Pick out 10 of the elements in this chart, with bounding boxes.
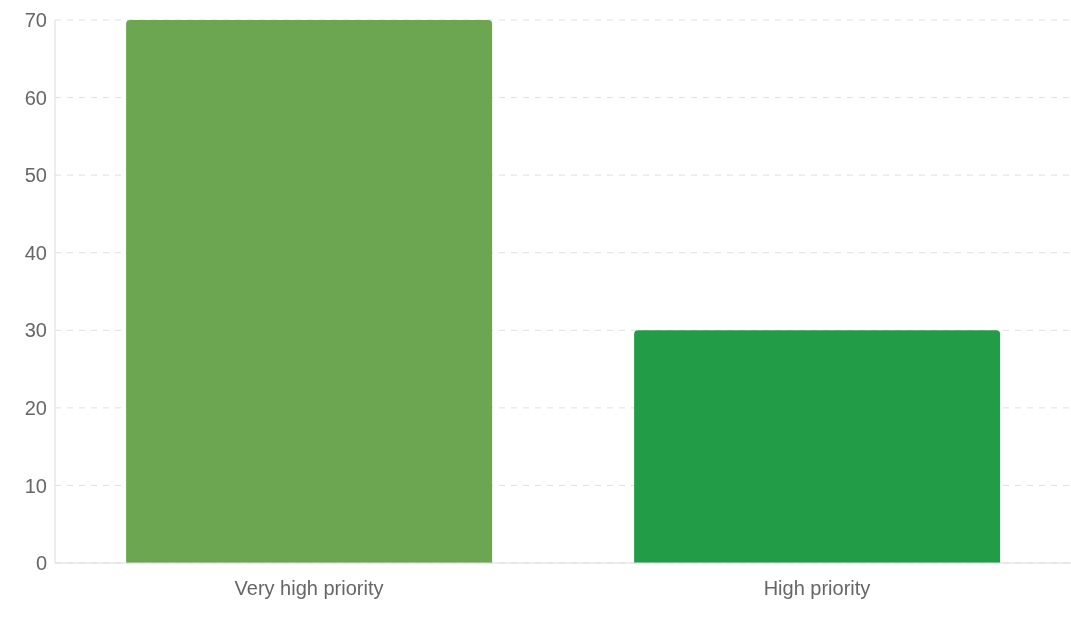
y-tick-label: 40 [24,241,47,264]
y-tick-label: 10 [24,474,47,497]
x-tick-label: Very high priority [234,577,384,600]
y-tick-label: 60 [24,86,47,109]
y-tick-label: 50 [24,164,47,187]
y-tick-label: 70 [24,9,47,32]
y-tick-label: 20 [24,396,47,419]
y-tick-label: 30 [24,319,47,342]
y-tick-label: 0 [35,552,47,575]
x-tick-label: High priority [763,577,871,600]
